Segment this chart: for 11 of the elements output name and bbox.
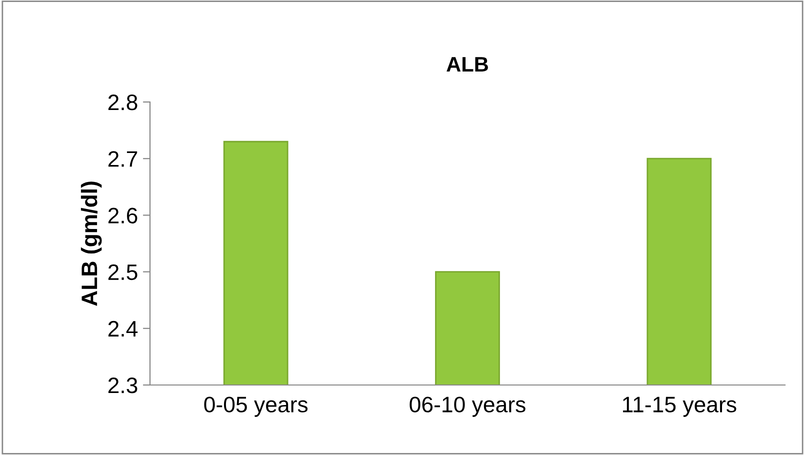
x-tick-label: 11-15 years: [623, 396, 736, 417]
y-tick-label: 2.5: [108, 264, 138, 280]
y-tick-label: 2.3: [108, 378, 138, 394]
y-tick-label: 2.8: [108, 94, 138, 110]
y-axis-title: ALB (gm/dl): [80, 182, 102, 306]
chart-title: ALB: [446, 57, 488, 72]
y-tick-label: 2.4: [108, 320, 138, 336]
x-tick-label: 06-10 years: [410, 396, 526, 417]
y-tick-label: 2.7: [108, 151, 138, 167]
x-tick-label: 0-05 years: [204, 396, 308, 417]
y-tick-label: 2.6: [108, 208, 138, 224]
